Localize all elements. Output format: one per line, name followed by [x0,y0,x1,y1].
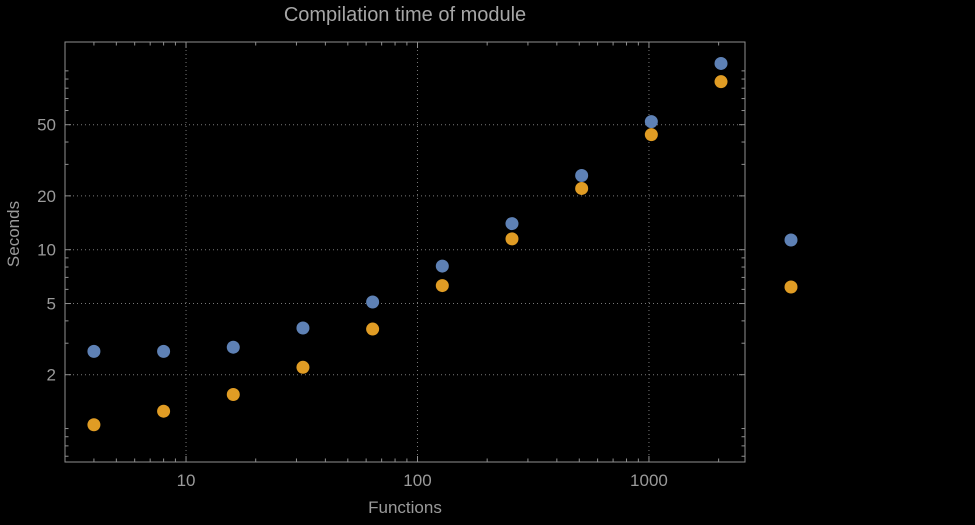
data-point-series-2 [157,404,171,418]
data-point-series-1 [87,344,101,358]
data-point-series-1 [226,340,240,354]
data-point-series-2 [644,128,658,142]
legend-marker-1 [784,233,798,247]
y-tick-label: 2 [47,366,56,385]
legend-marker-2 [784,280,798,294]
y-tick-label: 20 [37,187,56,206]
data-point-series-1 [366,295,380,309]
x-tick-label: 10 [177,471,196,490]
data-point-series-1 [575,168,589,182]
data-point-series-1 [296,321,310,335]
data-point-series-2 [366,322,380,336]
y-tick-label: 50 [37,116,56,135]
data-point-series-1 [435,259,449,273]
data-point-series-2 [505,232,519,246]
plot-frame [64,41,746,463]
y-tick-label: 5 [47,295,56,314]
data-point-series-2 [87,418,101,432]
data-point-series-2 [226,388,240,402]
chart-title: Compilation time of module [283,4,527,26]
data-point-series-1 [644,115,658,129]
data-point-series-1 [157,344,171,358]
data-point-series-1 [505,217,519,231]
y-tick-label: 10 [37,241,56,260]
data-point-series-2 [714,75,728,89]
data-point-series-1 [714,56,728,70]
x-axis-label: Functions [368,498,442,517]
x-tick-label: 100 [403,471,431,490]
data-point-series-2 [575,181,589,195]
data-point-series-2 [296,360,310,374]
data-point-series-2 [435,279,449,293]
x-tick-label: 1000 [630,471,668,490]
